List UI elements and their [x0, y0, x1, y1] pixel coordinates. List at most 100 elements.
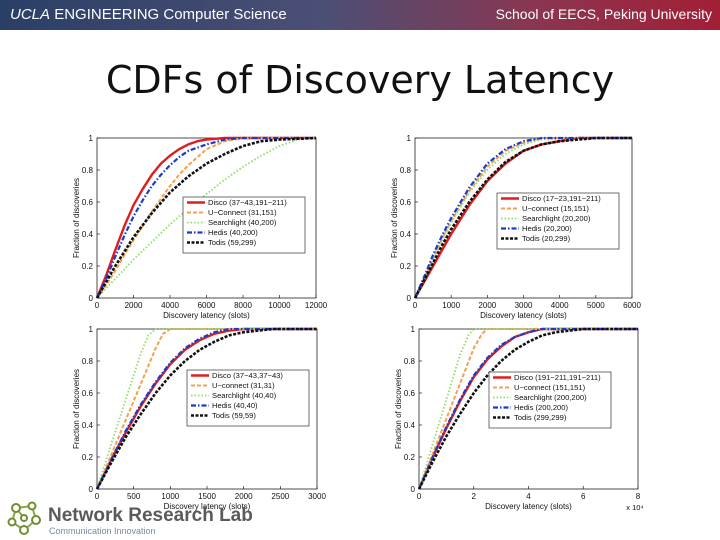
y-tick-label: 0.2 [82, 262, 94, 271]
legend-label-todis: Todis (299,299) [514, 413, 567, 422]
y-axis-label: Fraction of discoveries [72, 369, 81, 449]
y-tick-label: 0.2 [400, 262, 412, 271]
x-tick-label: 2000 [125, 301, 143, 310]
x-tick-label: 0 [95, 492, 100, 501]
x-tick-label: 500 [127, 492, 141, 501]
header-left: UCLA ENGINEERING Computer Science [10, 6, 287, 23]
x-multiplier-label: x 10⁴ [626, 503, 643, 512]
x-tick-label: 1000 [161, 492, 179, 501]
chart-1: 0 0.2 0.4 0.6 0.8 1 0 2000 4000 6000 8000 10000 1200… [72, 134, 328, 320]
legend-label-disco: Disco (191−211,191−211) [514, 373, 601, 382]
legend-label-searchlight: Searchlight (20,200) [522, 214, 591, 223]
y-tick-label: 0.8 [400, 166, 412, 175]
legend-label-searchlight: Searchlight (40,40) [212, 391, 277, 400]
x-tick-label: 4000 [551, 301, 569, 310]
lab-tagline: Communication Innovation [49, 526, 156, 536]
y-tick-label: 0 [407, 294, 412, 303]
department-label: ENGINEERING Computer Science [54, 6, 287, 23]
lab-logo: Network Research Lab Communication Innov… [6, 500, 253, 538]
y-axis-label: Fraction of discoveries [72, 178, 81, 258]
legend-label-uconnect: U−connect (151,151) [514, 383, 586, 392]
x-tick-label: 6000 [623, 301, 641, 310]
y-tick-label: 0.6 [82, 389, 94, 398]
x-tick-label: 2000 [235, 492, 253, 501]
legend-label-searchlight: Searchlight (40,200) [208, 218, 277, 227]
series-line-searchlight [96, 137, 317, 299]
x-tick-label: 4 [526, 492, 531, 501]
series-line-uconnect [96, 328, 317, 490]
x-tick-label: 2500 [271, 492, 289, 501]
x-axis-label: Discovery latency (slots) [164, 502, 251, 511]
y-tick-label: 0.8 [404, 357, 416, 366]
series-line-hedis [96, 327, 317, 490]
series-line-hedis [417, 327, 638, 490]
legend-label-todis: Todis (59,59) [212, 411, 256, 420]
x-tick-label: 6000 [198, 301, 216, 310]
series-line-hedis [413, 136, 632, 299]
x-axis-label: Discovery latency (slots) [163, 311, 250, 320]
legend-label-todis: Todis (20,299) [522, 234, 571, 243]
x-tick-label: 12000 [305, 301, 328, 310]
y-tick-label: 0.8 [82, 166, 94, 175]
series-line-hedis [96, 136, 316, 299]
legend-label-disco: Disco (37−43,191−211) [208, 198, 287, 207]
y-tick-label: 0.6 [400, 198, 412, 207]
series-line-todis [95, 136, 317, 299]
x-axis-label: Discovery latency (slots) [480, 311, 567, 320]
y-tick-label: 0.6 [82, 198, 94, 207]
x-tick-label: 0 [95, 301, 100, 310]
series-line-todis [413, 136, 632, 299]
legend-label-disco: Disco (17−23,191−211) [522, 194, 601, 203]
y-tick-label: 0.6 [404, 389, 416, 398]
x-tick-label: 3000 [515, 301, 533, 310]
x-tick-label: 2000 [478, 301, 496, 310]
series-line-searchlight [418, 328, 638, 490]
y-tick-label: 1 [411, 325, 416, 334]
y-tick-label: 0.8 [82, 357, 94, 366]
x-tick-label: 6 [581, 492, 586, 501]
legend-label-todis: Todis (59,299) [208, 238, 257, 247]
y-tick-label: 0.4 [82, 421, 94, 430]
x-tick-label: 1500 [198, 492, 216, 501]
series-line-disco [95, 327, 317, 490]
legend-label-hedis: Hedis (200,200) [514, 403, 569, 412]
chart-2: 0 0.2 0.4 0.6 0.8 1 0 1000 2000 3000 4000 5000 6000 D… [390, 134, 641, 320]
x-tick-label: 8 [636, 492, 641, 501]
legend-label-uconnect: U−connect (31,31) [212, 381, 275, 390]
legend-label-disco: Disco (37−43,37−43) [212, 371, 283, 380]
slide-title: CDFs of Discovery Latency [105, 58, 615, 102]
y-tick-label: 1 [89, 134, 94, 143]
series-line-uconnect [418, 328, 638, 490]
y-tick-label: 0.2 [404, 453, 416, 462]
ucla-brand: UCLA [10, 6, 51, 23]
legend-label-hedis: Hedis (40,40) [212, 401, 258, 410]
x-tick-label: 5000 [587, 301, 605, 310]
x-tick-label: 2 [472, 492, 477, 501]
y-tick-label: 0 [89, 485, 94, 494]
y-tick-label: 0.4 [400, 230, 412, 239]
lab-name: Network Research Lab [48, 505, 253, 526]
series-line-todis [417, 327, 638, 490]
chart-4: 0 0.2 0.4 0.6 0.8 1 0 2 4 6 8 x 10⁴ Discovery latenc… [394, 325, 644, 512]
y-tick-label: 0.4 [82, 230, 94, 239]
series-line-searchlight [414, 137, 633, 299]
series-line-searchlight [96, 328, 317, 490]
x-tick-label: 10000 [268, 301, 291, 310]
series-line-uconnect [96, 137, 316, 299]
x-axis-label: Discovery latency (slots) [485, 502, 572, 511]
institution-label: School of EECS, Peking University [495, 6, 712, 22]
legend-label-hedis: Hedis (40,200) [208, 228, 258, 237]
legend-label-hedis: Hedis (20,200) [522, 224, 572, 233]
legend-label-uconnect: U−connect (15,151) [522, 204, 589, 213]
network-logo-icon [7, 501, 41, 535]
chart-3: 0 0.2 0.4 0.6 0.8 1 0 500 1000 1500 2000 2500 3000 Di… [72, 325, 326, 511]
y-axis-label: Fraction of discoveries [390, 178, 399, 258]
series-line-todis [95, 327, 317, 490]
x-tick-label: 0 [417, 492, 422, 501]
y-tick-label: 1 [407, 134, 412, 143]
y-tick-label: 0 [89, 294, 94, 303]
x-tick-label: 8000 [234, 301, 252, 310]
legend-label-searchlight: Searchlight (200,200) [514, 393, 587, 402]
y-tick-label: 0.2 [82, 453, 94, 462]
